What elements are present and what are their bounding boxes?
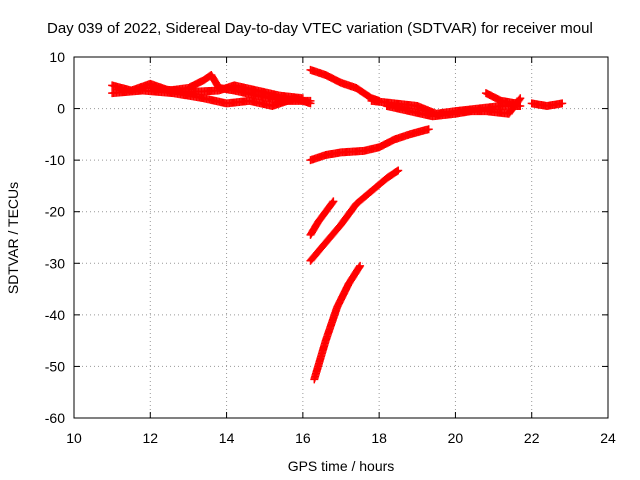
series-track-m xyxy=(310,261,365,384)
data-points xyxy=(108,65,567,384)
data-point xyxy=(424,125,433,134)
data-point xyxy=(393,167,402,176)
data-point xyxy=(328,198,337,207)
y-tick-label: -10 xyxy=(45,152,65,168)
x-tick-label: 10 xyxy=(66,430,82,446)
series-track-l xyxy=(306,166,403,265)
data-point xyxy=(558,99,567,108)
data-point xyxy=(356,261,365,270)
y-ticks: 10 0 -10 -20 -30 -40 -50 -60 xyxy=(45,49,608,426)
y-tick-label: -60 xyxy=(45,410,65,426)
x-tick-label: 20 xyxy=(448,430,464,446)
series-track-h xyxy=(459,94,525,118)
y-tick-label: -20 xyxy=(45,204,65,220)
series-track-j xyxy=(306,125,433,165)
data-point xyxy=(516,94,525,103)
x-tick-label: 18 xyxy=(371,430,387,446)
y-tick-label: -50 xyxy=(45,358,65,374)
series-track-c xyxy=(146,81,307,103)
y-tick-label: 0 xyxy=(57,101,65,117)
x-ticks: 10 12 14 16 18 20 22 24 xyxy=(66,57,616,446)
data-point xyxy=(306,99,315,108)
series-track-k xyxy=(306,197,338,239)
y-tick-label: -40 xyxy=(45,307,65,323)
x-tick-label: 16 xyxy=(295,430,311,446)
x-axis-label: GPS time / hours xyxy=(288,458,395,474)
x-tick-label: 22 xyxy=(524,430,540,446)
x-tick-label: 24 xyxy=(600,430,616,446)
y-tick-label: -30 xyxy=(45,255,65,271)
data-point xyxy=(515,95,524,104)
x-tick-label: 12 xyxy=(142,430,158,446)
data-point xyxy=(329,197,338,206)
x-tick-label: 14 xyxy=(219,430,235,446)
plot-frame xyxy=(73,56,609,419)
data-point xyxy=(298,94,307,103)
grid xyxy=(74,57,608,418)
chart-title: Day 039 of 2022, Sidereal Day-to-day VTE… xyxy=(47,20,593,37)
series-track-i xyxy=(527,99,567,110)
data-point xyxy=(355,263,364,272)
y-tick-label: 10 xyxy=(49,49,65,65)
y-axis-label: SDTVAR / TECUs xyxy=(5,182,21,294)
data-point xyxy=(394,166,403,175)
